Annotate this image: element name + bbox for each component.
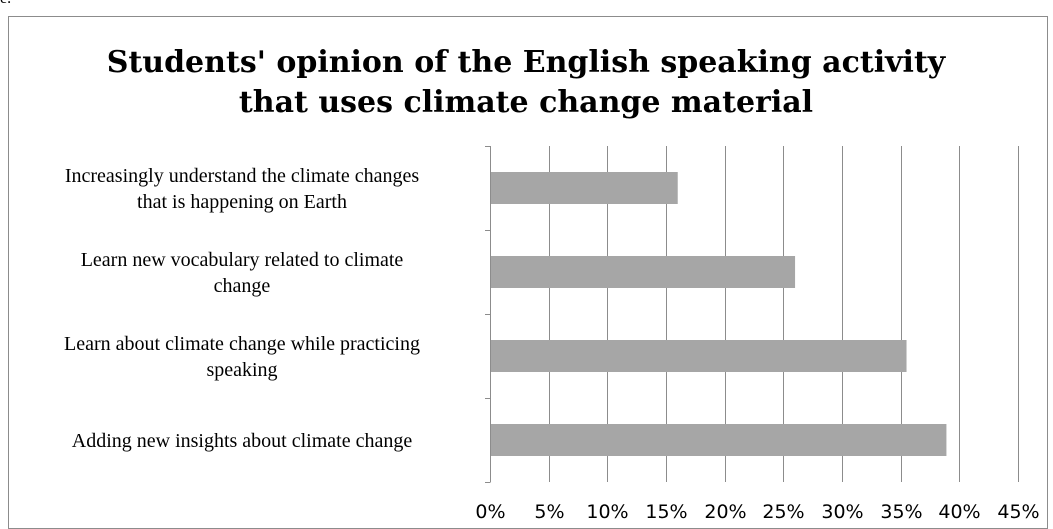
x-tick-label: 20% <box>704 501 746 523</box>
category-label: Learn new vocabulary related to climate <box>81 249 404 271</box>
x-tick-label: 10% <box>586 501 628 523</box>
x-tick-label: 30% <box>821 501 863 523</box>
bar-4 <box>491 424 947 456</box>
category-label: Learn about climate change while practic… <box>64 333 420 355</box>
x-tick-label: 15% <box>645 501 687 523</box>
x-tick-label: 40% <box>938 501 980 523</box>
category-label: change <box>214 275 271 297</box>
category-label: speaking <box>206 359 277 381</box>
x-tick-label: 0% <box>475 501 505 523</box>
x-tick-label: 35% <box>880 501 922 523</box>
chart-title-line-2: that uses climate change material <box>239 85 813 120</box>
category-label: Increasingly understand the climate chan… <box>65 165 420 187</box>
category-label: Adding new insights about climate change <box>72 430 413 452</box>
bar-1 <box>491 172 678 204</box>
x-tick-label: 25% <box>762 501 804 523</box>
x-tick-label: 45% <box>997 501 1039 523</box>
bar-2 <box>491 256 796 288</box>
category-label: that is happening on Earth <box>137 191 347 213</box>
chart-title-line-1: Students' opinion of the English speakin… <box>107 45 947 80</box>
corner-text: e. <box>0 0 11 8</box>
x-tick-label: 5% <box>534 501 564 523</box>
bar-3 <box>491 340 907 372</box>
